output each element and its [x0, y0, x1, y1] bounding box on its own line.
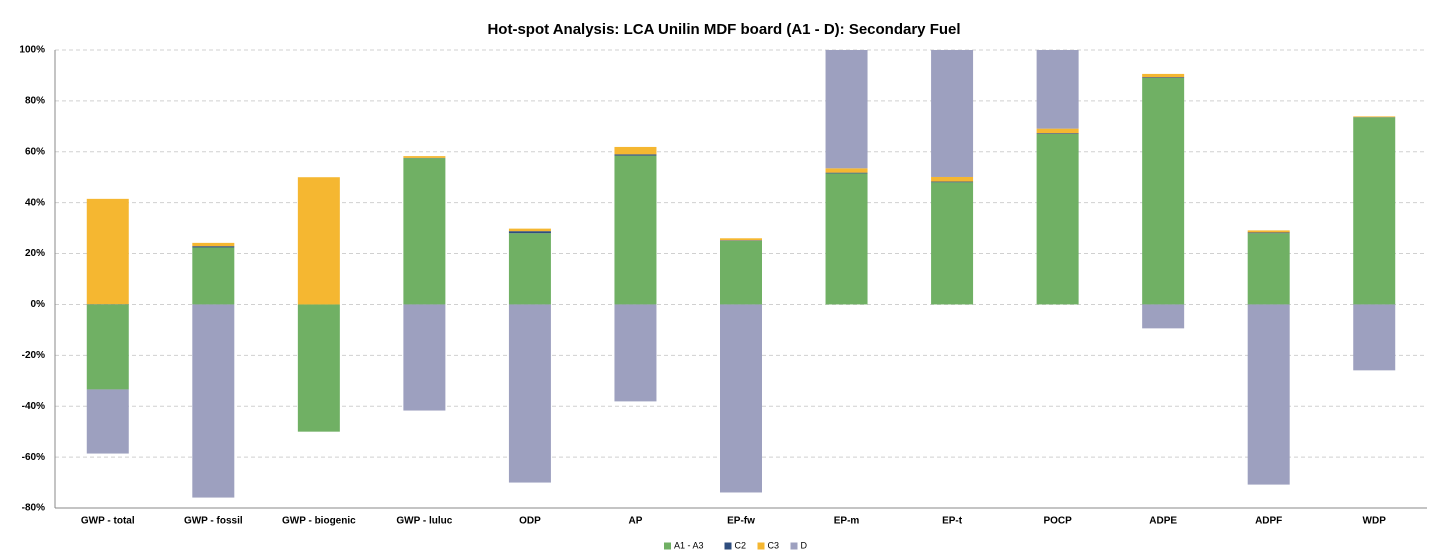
bar-segment	[720, 240, 762, 241]
legend-swatch	[724, 542, 732, 550]
x-tick-label: GWP - biogenic	[282, 516, 356, 527]
bar-segment	[297, 177, 340, 305]
bar-segment	[931, 182, 974, 305]
bar-segment	[825, 173, 868, 305]
bar-segment	[1247, 232, 1290, 234]
x-tick-label: EP-m	[834, 516, 860, 527]
bar-segment	[720, 304, 762, 493]
bar-segment	[1036, 128, 1079, 134]
bar-segment	[931, 181, 974, 183]
bar-segment	[720, 238, 762, 241]
y-tick-label: -20%	[22, 350, 45, 361]
bar-segment	[297, 304, 340, 432]
y-tick-label: 60%	[25, 146, 45, 157]
legend-label: D	[801, 540, 808, 550]
y-tick-label: -80%	[22, 503, 45, 514]
x-tick-label: EP-fw	[727, 516, 755, 527]
chart-title: Hot-spot Analysis: LCA Unilin MDF board …	[487, 21, 960, 38]
bar-segment	[614, 146, 657, 155]
y-tick-label: -40%	[22, 401, 45, 412]
bar-segment	[825, 172, 868, 174]
bar-segment	[86, 389, 129, 454]
bar-segment	[1036, 133, 1079, 134]
bar-segment	[192, 247, 235, 305]
bar-segment	[403, 156, 446, 158]
bar-segment	[1353, 117, 1396, 305]
y-tick-label: -60%	[22, 452, 45, 463]
bar-segment	[1247, 233, 1290, 305]
bar-segment	[1353, 116, 1396, 118]
y-tick-label: 80%	[25, 96, 45, 107]
y-tick-label: 100%	[19, 45, 45, 56]
y-tick-label: 20%	[25, 248, 45, 259]
x-tick-label: POCP	[1043, 516, 1072, 527]
x-tick-label: ADPE	[1149, 516, 1177, 527]
bar-segment	[192, 246, 235, 248]
legend-swatch	[757, 542, 765, 550]
bar-segment	[614, 155, 657, 305]
bar-segment	[720, 240, 762, 305]
legend-swatch	[790, 542, 798, 550]
bar-segment	[1353, 304, 1396, 371]
bar-segment	[403, 158, 446, 305]
bar-segment	[1036, 133, 1079, 305]
legend-swatch	[664, 542, 671, 550]
x-tick-label: EP-t	[942, 516, 963, 527]
bar-segment	[614, 304, 657, 402]
bar-segment	[931, 50, 974, 177]
x-tick-label: AP	[629, 516, 643, 527]
bar-segment	[1142, 73, 1185, 78]
y-tick-label: 0%	[31, 299, 46, 310]
legend-label: C2	[735, 540, 747, 550]
bar-segment	[86, 304, 129, 390]
bar-segment	[86, 198, 129, 305]
bar-segment	[508, 233, 551, 305]
bar-segment	[508, 231, 551, 234]
bar-segment	[931, 176, 974, 182]
x-tick-label: ODP	[519, 516, 541, 527]
bar-segment	[192, 242, 235, 247]
bar-segment	[192, 304, 235, 498]
bar-segment	[1142, 304, 1185, 329]
bar-segment	[825, 168, 868, 173]
bar-segment	[403, 304, 446, 411]
x-tick-label: GWP - fossil	[184, 516, 243, 527]
x-tick-label: WDP	[1363, 516, 1387, 527]
x-tick-label: ADPF	[1255, 516, 1282, 527]
bar-segment	[508, 228, 551, 232]
bar-segment	[614, 154, 657, 156]
bar-segment	[1036, 50, 1079, 129]
y-tick-label: 40%	[25, 197, 45, 208]
bar-segment	[825, 50, 868, 169]
legend-label: C3	[768, 540, 780, 550]
x-tick-label: GWP - luluc	[396, 516, 452, 527]
legend-label: A1 - A3	[674, 540, 704, 550]
bar-segment	[1247, 230, 1290, 233]
bar-segment	[1247, 304, 1290, 485]
bar-segment	[508, 304, 551, 483]
bar-segment	[1142, 77, 1185, 305]
bar-segment	[1142, 77, 1185, 78]
x-tick-label: GWP - total	[81, 516, 135, 527]
